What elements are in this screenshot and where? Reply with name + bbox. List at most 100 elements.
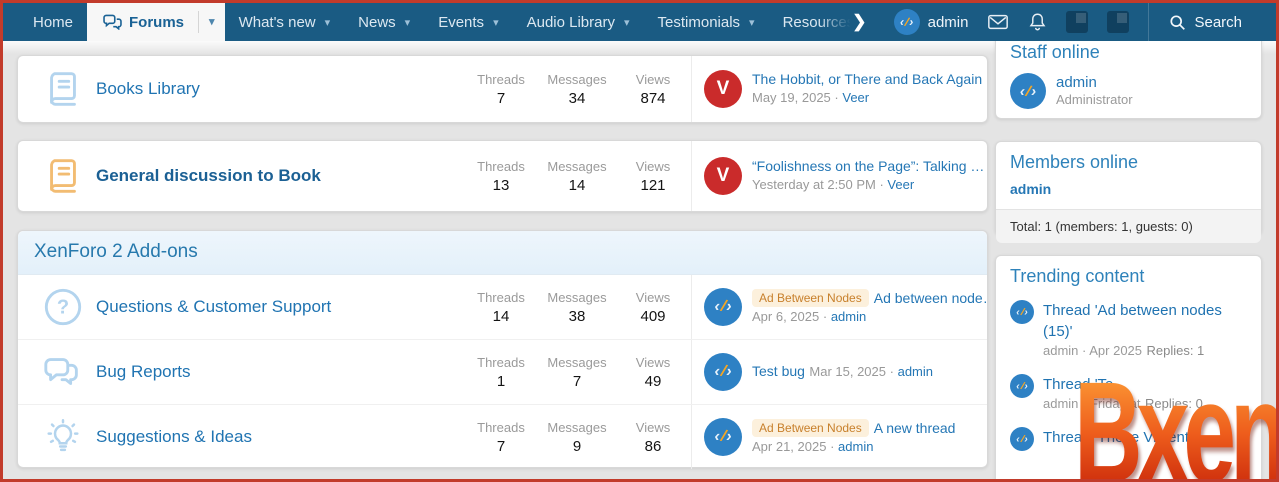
unknown-ghost-icon-1[interactable] (1066, 11, 1089, 33)
nav-whats-new-label: What's new (238, 13, 316, 31)
chevron-down-icon[interactable]: ▾ (404, 16, 411, 29)
views-stat: Views 874 (635, 71, 671, 107)
latest-thread-title[interactable]: Ad Between Nodes Ad between node… (752, 288, 987, 307)
member-role: Administrator (1056, 91, 1133, 107)
nav-scroll-right-icon[interactable]: ❯ (852, 12, 867, 31)
nav-news-label: News (358, 13, 396, 31)
avatar[interactable]: ‹ / › (704, 418, 742, 456)
nav-item-whats-new[interactable]: What's new ▾ (225, 3, 345, 41)
member-link[interactable]: admin (1010, 181, 1052, 197)
views-stat: Views 409 (635, 289, 671, 325)
author-link[interactable]: Veer (842, 90, 870, 105)
alerts-bell-icon[interactable] (1028, 12, 1047, 32)
latest-thread-meta: Mar 15, 2025 · admin (809, 364, 934, 379)
latest-thread-title[interactable]: “Foolishness on the Page”: Talking … (752, 158, 985, 174)
avatar[interactable]: ‹ / › (1010, 374, 1034, 398)
node-title[interactable]: Books Library (96, 79, 200, 98)
avatar[interactable]: V (704, 157, 742, 195)
forum-node-row: Books Library Threads 7 Messages 34 View… (18, 56, 987, 122)
trending-thread-link[interactable]: Thread 'These Violent (1043, 429, 1190, 446)
nav-item-events[interactable]: Events ▾ (424, 3, 512, 41)
nav-item-resources[interactable]: Resources (769, 3, 859, 41)
author-link[interactable]: admin (897, 364, 934, 379)
nav-item-audio-library[interactable]: Audio Library ▾ (513, 3, 644, 41)
latest-thread-title[interactable]: Test bug (752, 363, 805, 379)
prefix-badge: Ad Between Nodes (752, 418, 869, 437)
nav-item-testimonials[interactable]: Testimonials ▾ (644, 3, 769, 41)
threads-stat: Threads 13 (477, 158, 525, 194)
category-card-xenforo-2-addons: XenForo 2 Add-ons ? Questions & Customer… (17, 230, 988, 469)
avatar[interactable]: ‹ / › (1010, 427, 1034, 451)
staff-online-heading: Staff online (1010, 42, 1100, 62)
chat-bubbles-icon (103, 14, 122, 30)
navbar-user-area: ‹ / › admin (893, 3, 1276, 41)
nav-item-home[interactable]: Home (3, 3, 87, 41)
book-icon (30, 155, 96, 197)
nav-item-forums[interactable]: Forums ▾ (87, 3, 225, 41)
chevron-down-icon[interactable]: ▾ (623, 16, 630, 29)
views-stat: Views 86 (635, 419, 671, 455)
members-online-total: Total: 1 (members: 1, guests: 0) (996, 209, 1261, 243)
forum-node-row: ? Questions & Customer Support Threads 1… (18, 275, 987, 339)
avatar[interactable]: ‹ / › (704, 353, 742, 391)
messages-stat: Messages 9 (547, 419, 607, 455)
threads-stat: Threads 1 (477, 354, 525, 390)
account-menu[interactable]: ‹ / › admin (893, 9, 968, 35)
latest-thread-meta: May 19, 2025 · Veer (752, 90, 870, 105)
nav-item-news[interactable]: News ▾ (344, 3, 424, 41)
chevron-down-icon[interactable]: ▾ (493, 16, 499, 29)
threads-stat: Threads 14 (477, 289, 525, 325)
author-link[interactable]: admin (838, 438, 874, 454)
forums-dropdown-toggle[interactable]: ▾ (198, 10, 225, 34)
chevron-down-icon: ▾ (209, 16, 215, 29)
members-online-widget: Members online admin Total: 1 (members: … (995, 141, 1262, 243)
avatar[interactable]: V (704, 70, 742, 108)
latest-thread-meta: Apr 21, 2025 · admin (752, 438, 874, 454)
author-link[interactable]: Veer (887, 177, 915, 192)
trending-meta: admin · Apr 2025 (1043, 343, 1143, 358)
messages-stat: Messages 38 (547, 289, 607, 325)
avatar[interactable]: ‹ / › (704, 288, 742, 326)
latest-thread-title[interactable]: Ad Between Nodes A new thread (752, 418, 955, 437)
forum-node-row: Suggestions & Ideas Threads 7 Messages 9… (18, 404, 987, 469)
book-icon (30, 68, 96, 110)
chevron-down-icon[interactable]: ▾ (749, 16, 755, 29)
trending-thread-link[interactable]: Thread 'Te (1043, 376, 1114, 393)
latest-thread-title[interactable]: The Hobbit, or There and Back Again (752, 71, 983, 87)
node-title[interactable]: Questions & Customer Support (96, 297, 332, 316)
node-title[interactable]: General discussion to Book (96, 166, 321, 185)
svg-text:?: ? (57, 297, 69, 319)
avatar[interactable]: ‹ / › (1010, 300, 1034, 324)
trending-item: ‹ / › Thread 'These Violent (996, 420, 1261, 458)
chevron-down-icon[interactable]: ▾ (324, 16, 331, 29)
threads-stat: Threads 7 (477, 71, 525, 107)
latest-thread-cell: ‹ / › Ad Between Nodes Ad between node… Apr… (691, 275, 987, 339)
trending-replies: Replies: 0 (1145, 396, 1203, 411)
conversations-envelope-icon[interactable] (987, 13, 1009, 31)
member-link[interactable]: admin (1056, 73, 1097, 91)
trending-item: ‹ / › Thread 'Ad between nodes (15)' admin… (996, 293, 1261, 367)
forum-node-card-books-library: Books Library Threads 7 Messages 34 View… (17, 55, 988, 123)
unknown-ghost-icon-2[interactable] (1107, 11, 1130, 33)
node-title[interactable]: Bug Reports (96, 362, 191, 381)
trending-heading: Trending content (1010, 266, 1145, 286)
forum-node-card-general-discussion: General discussion to Book Threads 13 Me… (17, 140, 988, 212)
node-title[interactable]: Suggestions & Ideas (96, 427, 252, 446)
author-link[interactable]: admin (830, 308, 867, 324)
trending-thread-link[interactable]: Thread 'Ad between nodes (15)' (1043, 302, 1222, 340)
user-avatar: ‹ / › (893, 9, 920, 35)
search-label: Search (1194, 13, 1242, 31)
members-online-list: admin (996, 179, 1261, 209)
search-button[interactable]: Search (1148, 3, 1260, 41)
nav-home-label: Home (33, 13, 74, 31)
views-stat: Views 121 (635, 158, 671, 194)
nav-audio-library-label: Audio Library (526, 13, 615, 31)
nav-testimonials-label: Testimonials (657, 13, 741, 31)
latest-thread-cell: ‹ / › Test bug Mar 15, 2025 · admin (691, 340, 987, 404)
avatar[interactable]: ‹ / › (1010, 73, 1046, 109)
forum-node-row: General discussion to Book Threads 13 Me… (18, 141, 987, 211)
nav-resources-label: Resources (782, 13, 855, 31)
category-title[interactable]: XenForo 2 Add-ons (18, 231, 987, 275)
search-icon (1169, 14, 1186, 31)
threads-stat: Threads 7 (477, 419, 525, 455)
